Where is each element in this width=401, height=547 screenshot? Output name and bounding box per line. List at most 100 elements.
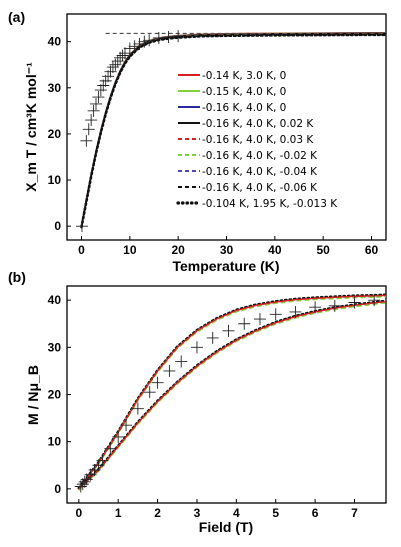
panel-b-marker xyxy=(269,308,282,321)
panel-a-marker xyxy=(162,31,175,44)
panel-a-chart: 0 10 20 30 40 50 60 0 10 20 30 40 -0.14 K, 3.0 K, 0… xyxy=(23,13,388,274)
panel-a-ytick-label: 20 xyxy=(48,127,62,141)
panel-a-xtick-label: 60 xyxy=(365,243,379,257)
panel-b-series-line xyxy=(78,295,387,490)
panel-a-marker xyxy=(114,51,127,64)
panel-b-series-line xyxy=(78,294,387,490)
panel-a-ytick-label: 30 xyxy=(48,81,62,95)
panel-a-marker xyxy=(133,37,146,50)
panel-b-series-line xyxy=(78,300,387,490)
panel-a-marker xyxy=(138,35,151,48)
panel-a-legend: -0.14 K, 3.0 K, 0 -0.15 K, 4.0 K, 0 -0.16 … xyxy=(176,70,338,210)
panel-a-marker xyxy=(106,61,119,74)
panel-b-xtick-label: 1 xyxy=(115,506,122,520)
panel-a-marker xyxy=(152,31,165,44)
panel-b-marker xyxy=(143,386,156,399)
panel-b-xtick-label: 7 xyxy=(351,506,358,520)
panel-b-series-line xyxy=(78,301,387,491)
panel-a-marker xyxy=(99,74,112,87)
panel-b-marker xyxy=(253,313,266,326)
legend-entry: -0.16 K, 4.0 K, -0.06 K xyxy=(202,182,318,194)
panel-b-ytick-label: 30 xyxy=(48,340,62,354)
panel-b-frame xyxy=(66,285,387,504)
panel-b-marker xyxy=(368,294,381,307)
panel-b-marker xyxy=(163,364,176,377)
panel-b-series-line xyxy=(77,293,388,490)
legend-entry: -0.16 K, 4.0 K, -0.04 K xyxy=(202,166,318,178)
panel-b-series-line xyxy=(78,301,387,491)
panel-a-marker xyxy=(75,220,88,233)
panel-a-marker xyxy=(82,123,95,136)
panel-a-marker xyxy=(97,79,110,92)
panel-a-xtick-label: 30 xyxy=(220,243,234,257)
panel-a-marker xyxy=(104,65,117,78)
panel-b-xtick-label: 6 xyxy=(312,506,319,520)
panel-b-marker xyxy=(96,454,109,467)
panel-a-marker xyxy=(90,97,102,110)
panel-a-xtick-label: 20 xyxy=(171,243,185,257)
legend-entry: -0.16 K, 4.0 K, -0.02 K xyxy=(202,150,318,162)
panel-a-ticks: 0 10 20 30 40 50 60 0 10 20 30 40 xyxy=(48,35,379,257)
panel-b-series xyxy=(77,293,388,491)
panel-a-marker xyxy=(123,42,136,55)
legend-entry: -0.14 K, 3.0 K, 0 xyxy=(202,70,286,82)
panel-b-marker xyxy=(328,299,341,312)
panel-a-marker xyxy=(80,134,93,147)
panel-a-xtick-label: 40 xyxy=(268,243,282,257)
panel-a-marker xyxy=(92,91,105,104)
panel-b-ylabel: M / Nμ_B xyxy=(25,365,41,425)
panel-a-marker xyxy=(87,104,100,117)
panel-a-marker xyxy=(111,55,124,68)
panel-a-xtick-label: 0 xyxy=(78,243,85,257)
panel-a-marker xyxy=(143,34,156,47)
panel-a-marker xyxy=(109,58,122,71)
panel-b-marker xyxy=(309,301,322,314)
panel-b-chart: 0 1 2 3 4 5 6 7 0 10 20 30 40 Field (T) M / Nμ_B xyxy=(25,285,388,535)
legend-entry: -0.16 K, 4.0 K, 0.03 K xyxy=(202,134,314,146)
panel-b-xtick-label: 4 xyxy=(233,506,240,520)
panel-a-xtick-label: 10 xyxy=(123,243,137,257)
panel-b-marker xyxy=(348,296,361,309)
panel-a-marker xyxy=(94,84,107,97)
panel-a-marker xyxy=(128,40,141,53)
panel-b-marker xyxy=(151,376,164,389)
panel-a-xlabel: Temperature (K) xyxy=(172,258,279,274)
panel-b-marker xyxy=(222,324,235,337)
panel-b-marker xyxy=(112,430,125,443)
panel-b-xtick-label: 5 xyxy=(272,506,279,520)
panel-a-marker xyxy=(172,30,185,43)
panel-b-ytick-label: 40 xyxy=(48,293,62,307)
panel-a-marker xyxy=(116,49,129,62)
panel-b-marker xyxy=(289,305,302,318)
panel-b-ytick-label: 20 xyxy=(48,388,62,402)
legend-entry: -0.104 K, 1.95 K, -0.013 K xyxy=(202,198,338,210)
panel-a-ytick-label: 10 xyxy=(48,173,62,187)
panel-b-marker xyxy=(238,317,251,330)
panel-b-xtick-label: 0 xyxy=(75,506,82,520)
panel-b-ytick-label: 0 xyxy=(54,482,61,496)
panel-a-markers xyxy=(75,30,185,233)
panel-a-marker xyxy=(119,47,131,60)
panel-b-marker xyxy=(175,355,188,368)
panel-b-marker xyxy=(120,419,133,432)
panel-b-marker xyxy=(206,331,219,344)
panel-a-xtick-label: 50 xyxy=(316,243,330,257)
panel-b-xtick-label: 2 xyxy=(154,506,161,520)
panel-b-marker xyxy=(131,402,144,415)
panel-a-marker xyxy=(102,70,115,83)
panel-b-markers xyxy=(74,294,381,493)
panel-b-label: (b) xyxy=(8,269,26,285)
legend-entry: -0.16 K, 4.0 K, 0.02 K xyxy=(202,118,314,130)
panel-b-marker xyxy=(104,442,117,455)
panel-b-series-line xyxy=(77,299,388,490)
panel-b-series-line xyxy=(78,295,387,491)
legend-entry: -0.16 K, 4.0 K, 0 xyxy=(202,102,286,114)
panel-b-xtick-label: 3 xyxy=(194,506,201,520)
panel-b-marker xyxy=(190,341,203,354)
panel-b-ticks: 0 1 2 3 4 5 6 7 0 10 20 30 40 xyxy=(48,293,359,520)
legend-entry: -0.15 K, 4.0 K, 0 xyxy=(202,86,286,98)
panel-a-ytick-label: 0 xyxy=(54,219,61,233)
panel-b-marker xyxy=(78,475,91,488)
